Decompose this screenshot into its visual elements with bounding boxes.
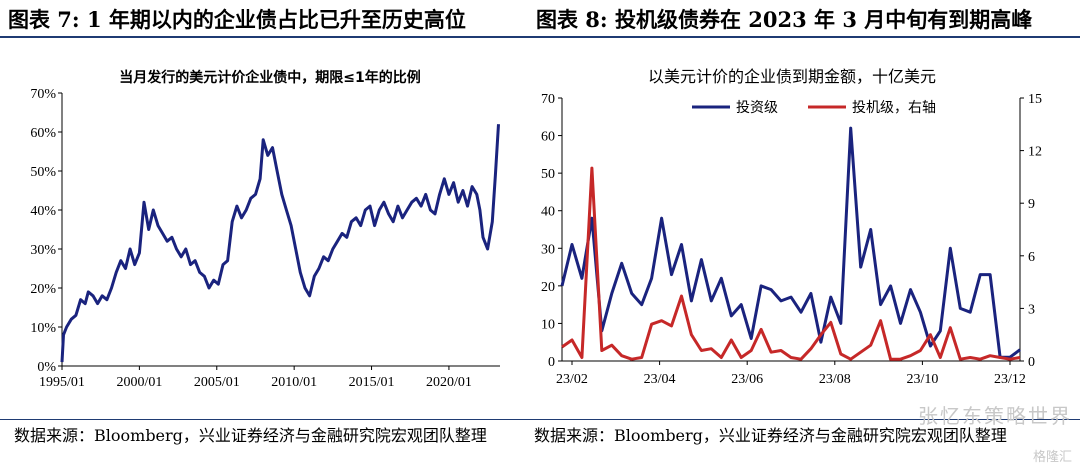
left-y-tick-label: 10 [541, 317, 555, 332]
left-figure-title: 图表 7: 1 年期以内的企业债占比已升至历史高位 [8, 7, 466, 32]
right-source-note: 数据来源：Bloomberg，兴业证券经济与金融研究院宏观团队整理 [534, 426, 1007, 445]
chart-title: 以美元计价的企业债到期金额，十亿美元 [648, 67, 936, 86]
y-tick-label: 30% [30, 243, 56, 258]
x-tick-label: 23/04 [644, 372, 676, 387]
right-figure-title: 图表 8: 投机级债券在 2023 年 3 月中旬有到期高峰 [536, 7, 1033, 32]
x-tick-label: 23/06 [731, 372, 763, 387]
left-y-tick-label: 60 [541, 130, 555, 145]
right-bottom-rule [524, 419, 1080, 420]
legend-label-investment-grade: 投资级 [736, 100, 778, 116]
x-tick-label: 2000/01 [116, 375, 162, 390]
left-y-tick-label: 30 [541, 242, 555, 257]
left-y-tick-label: 40 [541, 205, 555, 220]
short-term-bond-share-chart: 当月发行的美元计价企业债中，期限≤1年的比例 0% 10% 20% 30% 40% 50% 6… [30, 69, 500, 390]
right-y-tick-label: 6 [1028, 250, 1035, 265]
chart-title: 当月发行的美元计价企业债中，期限≤1年的比例 [119, 69, 420, 86]
right-panel: 图表 8: 投机级债券在 2023 年 3 月中旬有到期高峰 以美元计价的企业债… [524, 0, 1080, 472]
watermark-text: 张忆东策略世界 [918, 404, 1072, 428]
y-tick-label: 60% [30, 126, 56, 141]
x-tick-label: 23/08 [819, 372, 851, 387]
left-y-tick-label: 50 [541, 167, 555, 182]
left-bottom-rule [0, 419, 524, 420]
right-y-tick-label: 15 [1028, 92, 1042, 107]
right-top-rule [524, 36, 1080, 38]
y-tick-label: 70% [30, 87, 56, 102]
investment-grade-line [560, 126, 1021, 359]
x-tick-label: 23/10 [906, 372, 938, 387]
share-series-line [60, 124, 500, 363]
x-tick-label: 1995/01 [39, 375, 85, 390]
y-tick-label: 40% [30, 204, 56, 219]
right-y-tick-label: 12 [1028, 145, 1042, 160]
y-tick-label: 10% [30, 321, 56, 336]
x-tick-label: 23/02 [556, 372, 588, 387]
left-y-tick-label: 0 [548, 355, 555, 370]
left-panel: 图表 7: 1 年期以内的企业债占比已升至历史高位 当月发行的美元计价企业债中，… [0, 0, 524, 472]
left-y-tick-label: 70 [541, 92, 555, 107]
watermark-logo-text: 格隆汇 [1032, 450, 1072, 465]
y-tick-label: 20% [30, 282, 56, 297]
right-y-tick-label: 0 [1028, 355, 1035, 370]
left-y-tick-label: 20 [541, 280, 555, 295]
x-tick-label: 23/12 [994, 372, 1026, 387]
speculative-grade-line [561, 166, 1021, 361]
right-y-tick-label: 3 [1028, 302, 1035, 317]
legend-label-speculative-grade: 投机级，右轴 [852, 100, 936, 116]
y-tick-label: 50% [30, 165, 56, 180]
left-top-rule [0, 36, 524, 38]
right-y-tick-label: 9 [1028, 197, 1035, 212]
x-tick-label: 2015/01 [349, 375, 395, 390]
x-tick-label: 2010/01 [271, 375, 317, 390]
x-tick-label: 2020/01 [426, 375, 472, 390]
maturity-amount-chart: 以美元计价的企业债到期金额，十亿美元 0 10 20 30 40 50 60 70 0 3 6 9 12 1… [541, 67, 1042, 387]
x-tick-label: 2005/01 [194, 375, 240, 390]
left-source-note: 数据来源：Bloomberg，兴业证券经济与金融研究院宏观团队整理 [14, 426, 487, 445]
y-tick-label: 0% [37, 360, 56, 375]
